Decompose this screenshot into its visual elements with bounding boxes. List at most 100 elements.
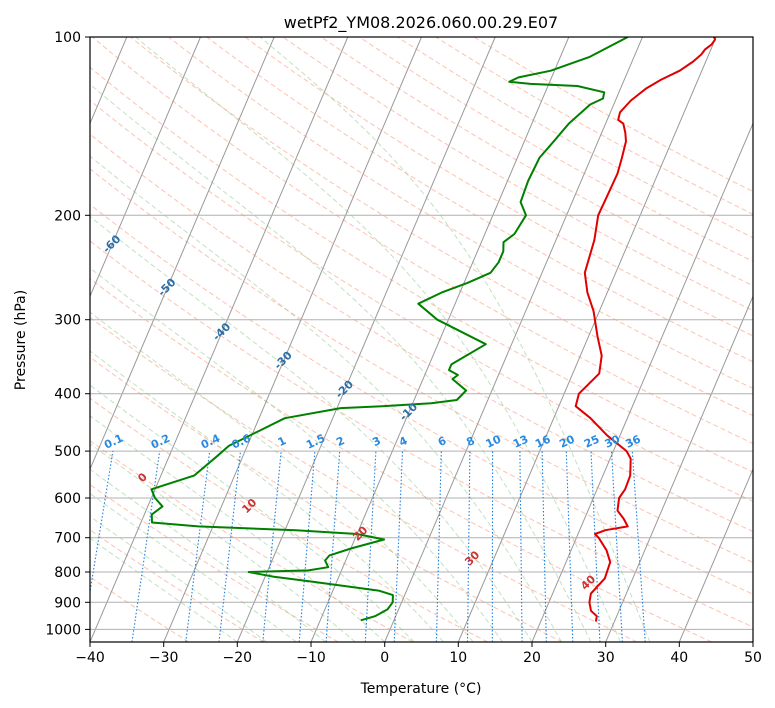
- isotherm-line-14: [457, 37, 717, 642]
- mixing-ratio-label-12: 13: [511, 433, 530, 451]
- y-axis-label: Pressure (hPa): [13, 290, 29, 390]
- y-tick-label-9: 1000: [45, 622, 81, 638]
- isotherm-label-7: -30: [272, 349, 295, 372]
- moist-adiabat-line-13: [135, 37, 621, 642]
- isotherm-line-15: [531, 122, 753, 642]
- y-tick-label-6: 700: [54, 531, 81, 547]
- mixing-ratio-line-14: [565, 451, 574, 642]
- moist-adiabat-line-5: [90, 415, 386, 642]
- y-tick-label-3: 400: [54, 387, 81, 403]
- x-tick-label-4: 0: [380, 650, 389, 666]
- dry-adiabat-line-2: [90, 483, 339, 642]
- mixing-ratio-line-10: [466, 451, 471, 642]
- dry-adiabat-line-13: [90, 66, 753, 473]
- y-tick-label-7: 800: [54, 565, 81, 581]
- moist-adiabat-line-14: [259, 37, 651, 642]
- mixing-ratio-line-5: [298, 451, 316, 642]
- mixing-ratio-label-2: 0.4: [199, 431, 222, 451]
- mixing-ratio-line-16: [610, 451, 623, 642]
- dry-adiabat-line-14: [91, 37, 753, 445]
- dry-adiabat-line-3: [90, 440, 414, 642]
- mixing-ratio-label-9: 6: [436, 434, 449, 449]
- axes: −40 −30 −20 −10 0 10 20 30 40 5010020030040050060…: [45, 30, 762, 666]
- dry-adiabat-line-5: [90, 356, 563, 642]
- mixing-ratio-line-0: [90, 451, 114, 596]
- isotherm-label-8: -20: [333, 378, 356, 401]
- y-tick-label-5: 600: [54, 491, 81, 507]
- dry-adiabat-line-12: [90, 99, 753, 502]
- mixing-ratio-label-15: 25: [582, 433, 601, 451]
- dry-adiabat-line-11: [90, 133, 753, 533]
- dry-adiabat-line-9: [90, 203, 753, 595]
- x-tick-label-8: 40: [670, 650, 688, 666]
- chart-title: wetPf2_YM08.2026.060.00.29.E07: [284, 13, 558, 33]
- mixing-ratio-label-7: 3: [370, 434, 382, 449]
- dry-adiabat-line-6: [90, 316, 638, 642]
- mixing-ratio-label-10: 8: [464, 434, 476, 449]
- mixing-ratio-label-16: 30: [603, 432, 623, 450]
- mixing-ratio-line-12: [519, 451, 523, 642]
- x-tick-label-9: 50: [744, 650, 762, 666]
- mixing-ratio-line-8: [393, 451, 404, 642]
- line-labels: -100-90-80-70-60-50-40-30-20-10010203040…: [0, 150, 643, 592]
- dry-adiabat-line-16: [168, 37, 753, 389]
- dry-adiabat-label-1: 10: [239, 496, 259, 516]
- mixing-ratio-line-2: [185, 451, 211, 642]
- mixing-ratio-line-15: [590, 451, 601, 642]
- isotherm-label-4: -60: [100, 232, 123, 255]
- profile-lines: [150, 37, 717, 622]
- moist-adiabat-line-10: [90, 215, 533, 642]
- x-tick-label-5: 10: [449, 650, 467, 666]
- dry-adiabat-line-19: [282, 37, 753, 312]
- isotherm-label-2: -80: [0, 150, 11, 173]
- mixing-ratio-line-4: [262, 451, 282, 642]
- x-tick-label-6: 20: [523, 650, 541, 666]
- y-tick-label-2: 300: [54, 313, 81, 329]
- dry-adiabat-line-21: [359, 37, 753, 263]
- isotherm-line-8: [90, 37, 275, 471]
- mixing-ratio-label-4: 1: [276, 434, 288, 449]
- mixing-ratio-label-11: 10: [484, 432, 504, 450]
- moist-adiabat-line-12: [90, 83, 592, 642]
- moist-adiabat-line-9: [90, 267, 503, 642]
- mixing-ratio-line-3: [218, 451, 242, 642]
- moist-adiabat-line-11: [90, 155, 562, 642]
- mixing-ratio-label-6: 2: [334, 434, 346, 449]
- x-tick-label-1: −30: [149, 650, 179, 666]
- dry-adiabat-line-7: [90, 278, 712, 642]
- moist-adiabat-line-4: [90, 443, 356, 642]
- mixing-ratio-label-0: 0.1: [102, 432, 125, 452]
- plot-frame: [89, 36, 754, 643]
- isotherm-line-9: [90, 37, 349, 642]
- isotherm-line-12: [310, 37, 570, 642]
- y-tick-label-0: 100: [54, 30, 81, 46]
- moist-adiabat-line-0: [90, 537, 238, 642]
- dry-adiabat-line-18: [244, 37, 753, 337]
- moist-adiabat-line-1: [90, 515, 268, 642]
- mixing-ratio-label-5: 1.5: [304, 432, 327, 452]
- dry-adiabat-line-8: [90, 240, 753, 628]
- dry-adiabat-line-1: [90, 529, 264, 642]
- isotherm-line-16: [605, 295, 753, 642]
- y-tick-label-4: 500: [54, 444, 81, 460]
- mixing-ratio-label-1: 0.2: [149, 432, 172, 452]
- temperature-profile-line: [574, 37, 717, 622]
- x-tick-label-0: −40: [75, 650, 105, 666]
- isotherm-line-18: [752, 640, 753, 642]
- isotherm-line-13: [384, 37, 643, 642]
- dry-adiabat-label-0: 0: [135, 470, 150, 485]
- moist-adiabat-line-7: [90, 350, 444, 642]
- x-tick-label-2: −20: [223, 650, 253, 666]
- y-tick-label-1: 200: [54, 208, 81, 224]
- dry-adiabat-line-10: [90, 168, 753, 563]
- y-tick-label-8: 900: [54, 595, 81, 611]
- dry-adiabat-line-4: [90, 397, 488, 642]
- mixing-ratio-line-6: [325, 451, 341, 642]
- x-tick-label-7: 30: [597, 650, 615, 666]
- isotherm-line-7: [90, 37, 201, 298]
- dry-adiabat-line-17: [206, 37, 753, 363]
- mixing-ratio-label-17: 36: [623, 432, 643, 450]
- dewpoint-profile-line: [150, 37, 629, 622]
- dry-adiabat-label-3: 30: [462, 548, 482, 568]
